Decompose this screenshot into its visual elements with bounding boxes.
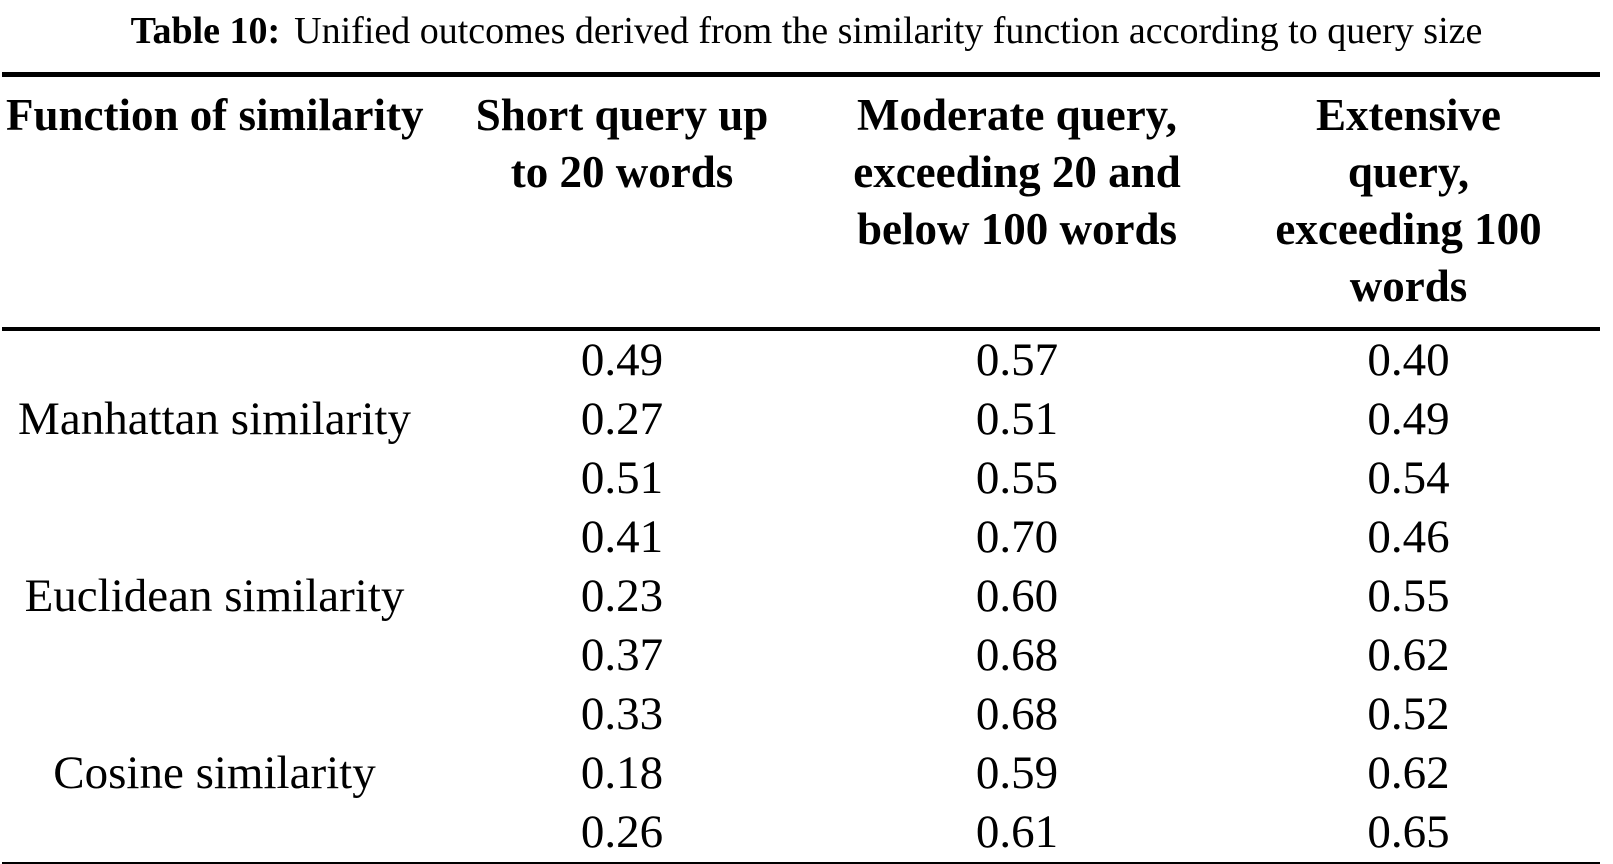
- cell-cosine-extensive-3: 0.65: [1367, 806, 1450, 858]
- table-row: 0.27 0.51 0.49: [2, 390, 1600, 449]
- cell-euclidean-moderate-1: 0.70: [975, 511, 1059, 563]
- cell-manhattan-extensive-1: 0.40: [1367, 334, 1450, 386]
- cell-cosine-short-2: 0.18: [580, 747, 664, 799]
- table-caption: Table 10: Unified outcomes derived from t…: [0, 0, 1613, 55]
- cell-euclidean-extensive-1: 0.46: [1367, 511, 1450, 563]
- cell-euclidean-moderate-2: 0.60: [975, 570, 1059, 622]
- similarity-outcomes-table: Function of similarity Short query up to…: [2, 72, 1600, 864]
- cell-manhattan-extensive-3: 0.54: [1367, 452, 1450, 504]
- cell-cosine-extensive-2: 0.62: [1367, 747, 1450, 799]
- cell-euclidean-short-3: 0.37: [580, 629, 664, 681]
- table-row: 0.51 0.55 0.54: [2, 449, 1600, 508]
- cell-manhattan-moderate-2: 0.51: [975, 393, 1059, 445]
- table-row: Euclidean similarity 0.41 0.70 0.46: [2, 508, 1600, 622]
- cell-manhattan-moderate-1: 0.57: [975, 334, 1059, 386]
- cell-cosine-extensive-1: 0.52: [1367, 688, 1450, 740]
- header-moderate-query: Moderate query, exceeding 20 and below 1…: [853, 90, 1181, 254]
- header-short-query: Short query up to 20 words: [475, 90, 769, 197]
- header-extensive-query: Extensive query, exceeding 100 words: [1275, 90, 1542, 311]
- table-caption-text: Unified outcomes derived from the simila…: [294, 10, 1483, 52]
- table-row: 0.26 0.61 0.65: [2, 803, 1600, 864]
- table-row: Manhattan similarity 0.49 0.57 0.40: [2, 329, 1600, 445]
- cell-euclidean-moderate-3: 0.68: [975, 629, 1059, 681]
- cell-manhattan-short-3: 0.51: [580, 452, 664, 504]
- cell-cosine-moderate-3: 0.61: [975, 806, 1059, 858]
- cell-cosine-short-3: 0.26: [580, 806, 664, 858]
- cell-cosine-moderate-1: 0.68: [975, 688, 1059, 740]
- cell-euclidean-extensive-3: 0.62: [1367, 629, 1450, 681]
- table-row: 0.18 0.59 0.62: [2, 744, 1600, 803]
- table-row: Cosine similarity 0.33 0.68 0.52: [2, 685, 1600, 799]
- cell-cosine-moderate-2: 0.59: [975, 747, 1059, 799]
- cell-manhattan-moderate-3: 0.55: [975, 452, 1059, 504]
- table-row: 0.37 0.68 0.62: [2, 626, 1600, 685]
- table-body: Manhattan similarity 0.49 0.57 0.40 0.27…: [2, 329, 1600, 864]
- cell-manhattan-extensive-2: 0.49: [1367, 393, 1450, 445]
- row-label-cosine-similarity: Cosine similarity: [53, 747, 376, 799]
- header-row: Function of similarity Short query up to…: [2, 75, 1600, 329]
- header-function-of-similarity: Function of similarity: [6, 90, 424, 140]
- cell-euclidean-extensive-2: 0.55: [1367, 570, 1450, 622]
- row-label-manhattan-similarity: Manhattan similarity: [18, 393, 411, 445]
- table-row: 0.23 0.60 0.55: [2, 567, 1600, 626]
- cell-euclidean-short-1: 0.41: [580, 511, 664, 563]
- table-header: Function of similarity Short query up to…: [2, 75, 1600, 329]
- table-caption-label: Table 10:: [130, 10, 281, 52]
- cell-euclidean-short-2: 0.23: [580, 570, 664, 622]
- row-label-euclidean-similarity: Euclidean similarity: [24, 570, 405, 622]
- cell-manhattan-short-2: 0.27: [580, 393, 664, 445]
- cell-cosine-short-1: 0.33: [580, 688, 664, 740]
- cell-manhattan-short-1: 0.49: [580, 334, 664, 386]
